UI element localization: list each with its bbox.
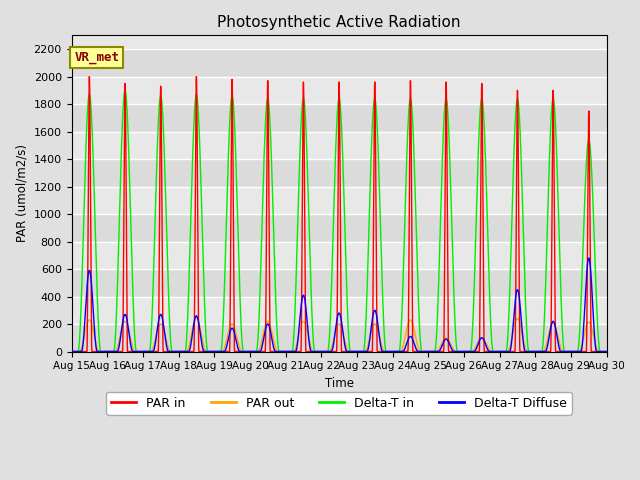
Bar: [72, 159, 607, 187]
Bar: [72, 214, 607, 241]
Bar: [72, 269, 607, 297]
Bar: [72, 49, 607, 77]
X-axis label: Time: Time: [324, 377, 353, 390]
Legend: PAR in, PAR out, Delta-T in, Delta-T Diffuse: PAR in, PAR out, Delta-T in, Delta-T Dif…: [106, 392, 572, 415]
Bar: [72, 324, 607, 351]
Text: VR_met: VR_met: [74, 51, 119, 64]
Y-axis label: PAR (umol/m2/s): PAR (umol/m2/s): [15, 144, 28, 242]
Bar: [72, 104, 607, 132]
Title: Photosynthetic Active Radiation: Photosynthetic Active Radiation: [218, 15, 461, 30]
